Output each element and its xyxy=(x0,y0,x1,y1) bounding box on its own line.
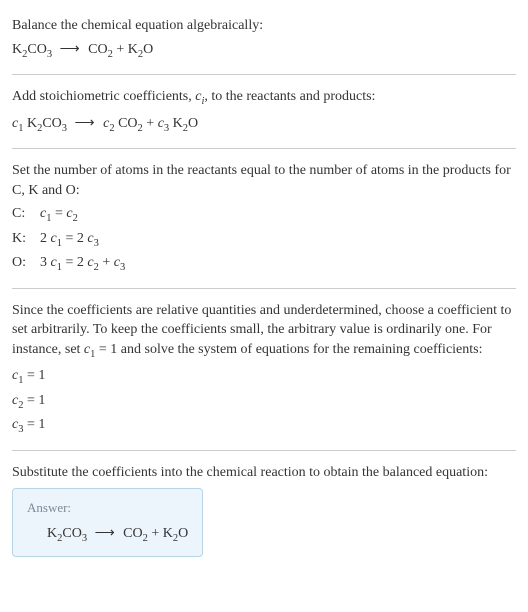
divider xyxy=(12,288,516,289)
eq-text: + xyxy=(113,42,128,57)
coef-value: = 1 xyxy=(23,393,45,408)
section-title: Set the number of atoms in the reactants… xyxy=(12,161,516,200)
section-solve: Since the coefficients are relative quan… xyxy=(12,293,516,446)
section-atom-equations: Set the number of atoms in the reactants… xyxy=(12,153,516,284)
subscript: 3 xyxy=(94,238,99,249)
subscript: 3 xyxy=(82,532,87,543)
atom-row-c: C: c1 = c2 xyxy=(12,204,516,226)
eq-text: CO xyxy=(88,42,107,57)
answer-label: Answer: xyxy=(27,499,188,517)
title-text: , to the reactants and products: xyxy=(204,89,375,104)
eq-text: O xyxy=(143,42,153,57)
atom-eq: c1 = c2 xyxy=(40,204,78,226)
eq-text: CO xyxy=(42,116,61,131)
eq-text: K xyxy=(163,526,173,541)
atom-eq: 2 c1 = 2 c3 xyxy=(40,229,99,251)
equals: = xyxy=(62,255,77,270)
subscript: 3 xyxy=(62,122,67,133)
divider xyxy=(12,148,516,149)
eq-text: O xyxy=(188,116,198,131)
eq-text: K xyxy=(173,116,183,131)
coef-num: 2 xyxy=(40,231,51,246)
reaction-arrow: ⟶ xyxy=(71,116,100,131)
answer-box: Answer: K2CO3 ⟶ CO2 + K2O xyxy=(12,488,203,557)
subscript: 2 xyxy=(109,122,114,133)
divider xyxy=(12,74,516,75)
reaction-arrow: ⟶ xyxy=(56,42,85,57)
eq-text: K xyxy=(128,42,138,57)
eq-text: K xyxy=(12,42,22,57)
eq-text: + xyxy=(143,116,158,131)
coef-num: 3 xyxy=(40,255,51,270)
equals: = xyxy=(62,231,77,246)
answer-equation: K2CO3 ⟶ CO2 + K2O xyxy=(27,524,188,546)
subscript: 3 xyxy=(120,262,125,273)
atom-row-o: O: 3 c1 = 2 c2 + c3 xyxy=(12,253,516,275)
reaction-arrow: ⟶ xyxy=(91,526,120,541)
section-add-coefficients: Add stoichiometric coefficients, ci, to … xyxy=(12,79,516,144)
section-substitute: Substitute the coefficients into the che… xyxy=(12,455,516,565)
section-title: Add stoichiometric coefficients, ci, to … xyxy=(12,87,516,109)
coef-line: c1 = 1 xyxy=(12,366,516,388)
atom-label: K: xyxy=(12,229,40,251)
equation-initial: K2CO3 ⟶ CO2 + K2O xyxy=(12,40,516,62)
eq-text: O xyxy=(178,526,188,541)
coef-value: = 1 xyxy=(23,417,45,432)
body-text: = 1 and solve the system of equations fo… xyxy=(95,342,482,357)
atom-label: O: xyxy=(12,253,40,275)
subscript: 2 xyxy=(73,213,78,224)
eq-text: CO xyxy=(62,526,81,541)
equation-with-coefficients: c1 K2CO3 ⟶ c2 CO2 + c3 K2O xyxy=(12,114,516,136)
title-text: Add stoichiometric coefficients, xyxy=(12,89,195,104)
section-title: Substitute the coefficients into the che… xyxy=(12,463,516,483)
atom-row-k: K: 2 c1 = 2 c3 xyxy=(12,229,516,251)
eq-text: CO xyxy=(27,42,46,57)
subscript: 3 xyxy=(47,48,52,59)
coef-value: = 1 xyxy=(23,368,45,383)
coef-line: c2 = 1 xyxy=(12,391,516,413)
plus: + xyxy=(99,255,114,270)
divider xyxy=(12,450,516,451)
eq-text: K xyxy=(47,526,57,541)
eq-text: CO xyxy=(118,116,137,131)
eq-text: CO xyxy=(123,526,142,541)
equals: = xyxy=(51,206,66,221)
eq-text: K xyxy=(27,116,37,131)
atom-eq: 3 c1 = 2 c2 + c3 xyxy=(40,253,125,275)
coef-num: 2 xyxy=(77,255,88,270)
section-text: Since the coefficients are relative quan… xyxy=(12,301,516,363)
atom-label: C: xyxy=(12,204,40,226)
section-title: Balance the chemical equation algebraica… xyxy=(12,16,516,36)
coef-line: c3 = 1 xyxy=(12,415,516,437)
coef-num: 2 xyxy=(77,231,88,246)
eq-text: + xyxy=(148,526,163,541)
section-balance-intro: Balance the chemical equation algebraica… xyxy=(12,8,516,70)
